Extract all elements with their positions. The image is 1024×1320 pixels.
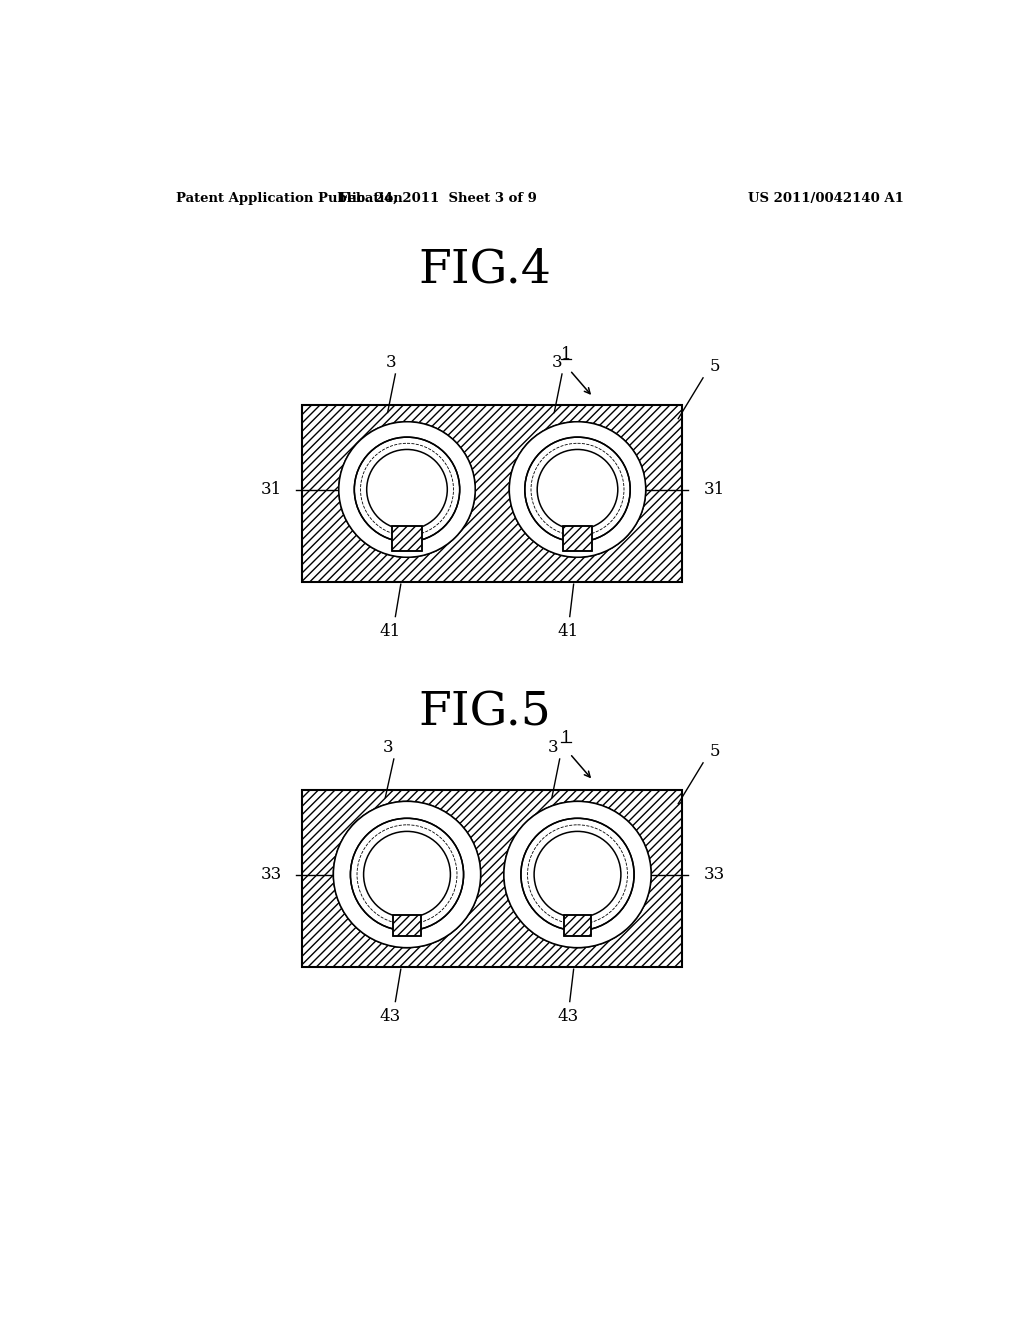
Circle shape: [339, 422, 475, 557]
Circle shape: [504, 801, 651, 948]
Text: 3: 3: [548, 739, 558, 756]
Circle shape: [504, 801, 651, 948]
Text: 43: 43: [558, 1008, 579, 1026]
Circle shape: [354, 437, 460, 541]
Circle shape: [339, 422, 475, 557]
Bar: [393, 915, 421, 936]
Bar: [392, 527, 422, 552]
Text: 43: 43: [379, 1008, 400, 1026]
Circle shape: [535, 832, 621, 917]
Bar: [392, 527, 422, 552]
Text: 33: 33: [261, 866, 282, 883]
Bar: [563, 527, 592, 552]
Circle shape: [334, 801, 480, 948]
Text: US 2011/0042140 A1: US 2011/0042140 A1: [748, 191, 903, 205]
Text: 41: 41: [379, 623, 400, 640]
Bar: [563, 915, 592, 936]
Text: 3: 3: [382, 739, 393, 756]
Text: 31: 31: [261, 480, 282, 498]
Bar: [302, 789, 682, 966]
Circle shape: [350, 818, 464, 931]
Text: FIG.5: FIG.5: [418, 690, 551, 735]
Text: 33: 33: [705, 866, 725, 883]
Text: 1: 1: [560, 346, 571, 363]
Bar: [563, 915, 592, 936]
Bar: [302, 405, 682, 582]
Circle shape: [521, 818, 634, 931]
Text: 31: 31: [705, 480, 725, 498]
Text: 41: 41: [558, 623, 579, 640]
Text: Feb. 24, 2011  Sheet 3 of 9: Feb. 24, 2011 Sheet 3 of 9: [339, 191, 537, 205]
Text: Patent Application Publication: Patent Application Publication: [176, 191, 402, 205]
Text: 1: 1: [560, 730, 571, 747]
Bar: [563, 527, 592, 552]
Text: 5: 5: [710, 743, 720, 760]
Bar: [393, 915, 421, 936]
Circle shape: [364, 832, 451, 917]
Circle shape: [509, 422, 646, 557]
Text: 3: 3: [386, 354, 397, 371]
Circle shape: [538, 449, 617, 529]
Circle shape: [334, 801, 480, 948]
Text: FIG.4: FIG.4: [418, 247, 551, 293]
Circle shape: [509, 422, 646, 557]
Circle shape: [524, 437, 630, 541]
Circle shape: [367, 449, 447, 529]
Text: 3: 3: [551, 354, 562, 371]
Text: 5: 5: [710, 358, 720, 375]
